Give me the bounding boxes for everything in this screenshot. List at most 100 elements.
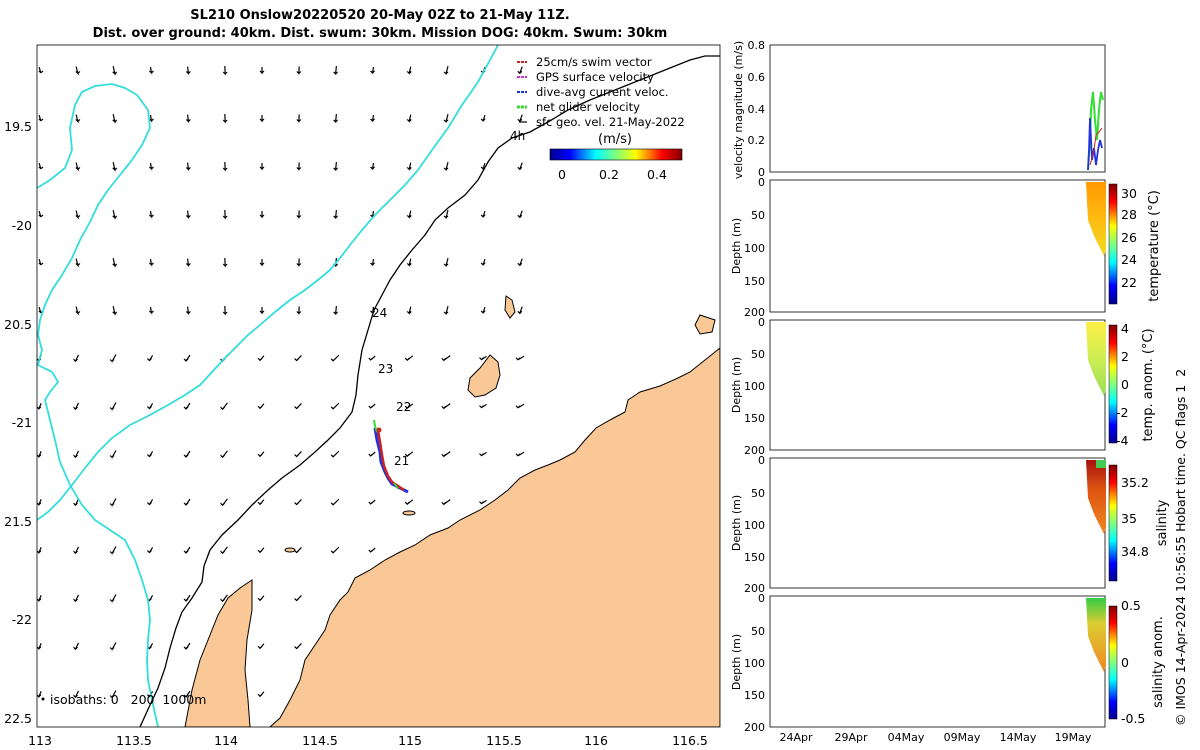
velocity-arrow [330,498,340,506]
velocity-arrow [330,450,340,458]
velocity-arrow [75,258,81,268]
title-line-1: SL210 Onslow20220520 20-May 02Z to 21-Ma… [190,8,570,23]
velocity-arrow [333,161,339,172]
cbar-label: temperature (°C) [1147,190,1162,302]
velocity-arrow [368,547,376,553]
velocity-arrow [220,450,228,459]
surface-velocity-arrows [37,65,525,699]
lat-tick: -22 [12,612,32,627]
sal-anom-panel: 0 50 100 150 200 Depth (m) 0.5 0 -0.5 sa… [730,592,1166,734]
velocity-arrow [296,306,302,315]
velocity-arrow [333,113,339,124]
lat-tick: -21 [12,415,32,430]
isobath-200m [37,83,159,727]
velocity-arrow [333,65,339,76]
cbar-tick: 4 [1121,321,1129,336]
velocity-arrow [330,354,340,362]
lat-tick: 20.5 [4,317,32,332]
track-label: 23 [378,362,393,376]
y-tick: 0 [758,316,765,329]
velocity-arrow [220,402,228,411]
velocity-arrow [368,355,376,361]
date-axis: 24Apr 29Apr 04May 09May 14May 19May [779,731,1091,744]
velocity-arrow [73,546,80,555]
track-label: 21 [394,454,409,468]
lat-tick: -20 [12,218,32,233]
map-area: 4h 24 23 22 21 isobaths: 0 200 1000m [37,45,720,727]
velocity-arrow [370,258,375,267]
velocity-arrow [149,306,154,315]
lat-tick-labels: 19.5 -20 20.5 -21 21.5 -22 22.5 [4,119,32,726]
credit-text: © IMOS 14-Apr-2024 10:56:55 Hobart time.… [1173,369,1188,726]
velocity-arrow [443,305,449,316]
velocity-arrow [443,113,449,124]
velocity-arrow [222,113,228,124]
velocity-arrow [368,403,376,409]
colorbar-tick: 0.4 [647,167,667,182]
velocity-arrow [185,210,191,220]
velocity-arrow [406,162,412,171]
velocity-arrow [149,66,154,75]
velocity-arrow [404,355,414,361]
velocity-arrow [73,354,80,363]
salinity-panel: 0 50 100 150 200 Depth (m) 35.2 35 34.8 … [730,454,1170,595]
velocity-arrow [479,499,487,505]
cbar-tick: -0.5 [1121,711,1145,726]
velocity-arrow [296,162,302,171]
velocity-arrow [370,66,375,75]
y-tick: 150 [744,551,765,564]
small-island [694,314,716,335]
velocity-arrow [149,162,154,171]
velocity-arrow [480,114,486,122]
lon-tick-labels: 113 113.5 114 114.5 115 115.5 116 116.5 [28,733,708,748]
velocity-arrow [443,161,449,172]
velocity-arrow [112,209,118,220]
cbar-tick: 0 [1121,377,1129,392]
legend-label: GPS surface velocity [536,70,654,84]
velocity-arrow [368,451,376,457]
velocity-arrow [257,547,265,554]
velocity-arrow [479,403,487,409]
legend-label: 25cm/s swim vector [536,55,652,69]
velocity-arrow [147,451,154,458]
cbar-tick: 35.2 [1121,475,1149,490]
velocity-arrow [73,594,80,603]
lat-tick: 21.5 [4,514,32,529]
velocity-arrow [259,258,265,267]
velocity-arrow [515,355,525,361]
velocity-arrow [183,690,191,698]
velocity-arrow [183,642,191,650]
velocity-arrow [368,499,376,505]
velocity-arrow [222,305,228,316]
legend-label: sfc geo. vel. 21-May-2022 [536,115,685,129]
y-tick: 200 [744,582,765,595]
velocity-arrow [75,114,81,124]
velocity-arrow [517,114,523,123]
y-tick: 200 [744,306,765,319]
velocity-arrow [406,258,412,267]
velocity-arrow [517,258,523,267]
velocity-arrow [257,691,265,698]
cbar-tick: 35 [1121,511,1137,526]
velocity-arrow [257,355,265,362]
velocity-arrow [406,210,412,219]
velocity-arrow [75,162,81,172]
velocity-arrow [441,355,451,362]
velocity-arrow [296,258,302,267]
velocity-arrow [259,162,265,171]
velocity-arrow [517,66,523,75]
velocity-arrow [149,114,154,123]
y-tick: 0 [758,176,765,189]
velocity-arrow [222,161,228,172]
velocity-arrow [406,306,412,315]
y-tick: 100 [744,519,765,532]
velocity-arrow [220,546,228,555]
y-tick: 100 [744,242,765,255]
velocity-arrow [112,257,118,268]
small-island [284,547,296,553]
velocity-arrow [37,691,42,698]
velocity-arrow [147,499,154,506]
y-tick: 150 [744,275,765,288]
y-tick: 50 [751,487,765,500]
velocity-arrow [73,402,80,411]
